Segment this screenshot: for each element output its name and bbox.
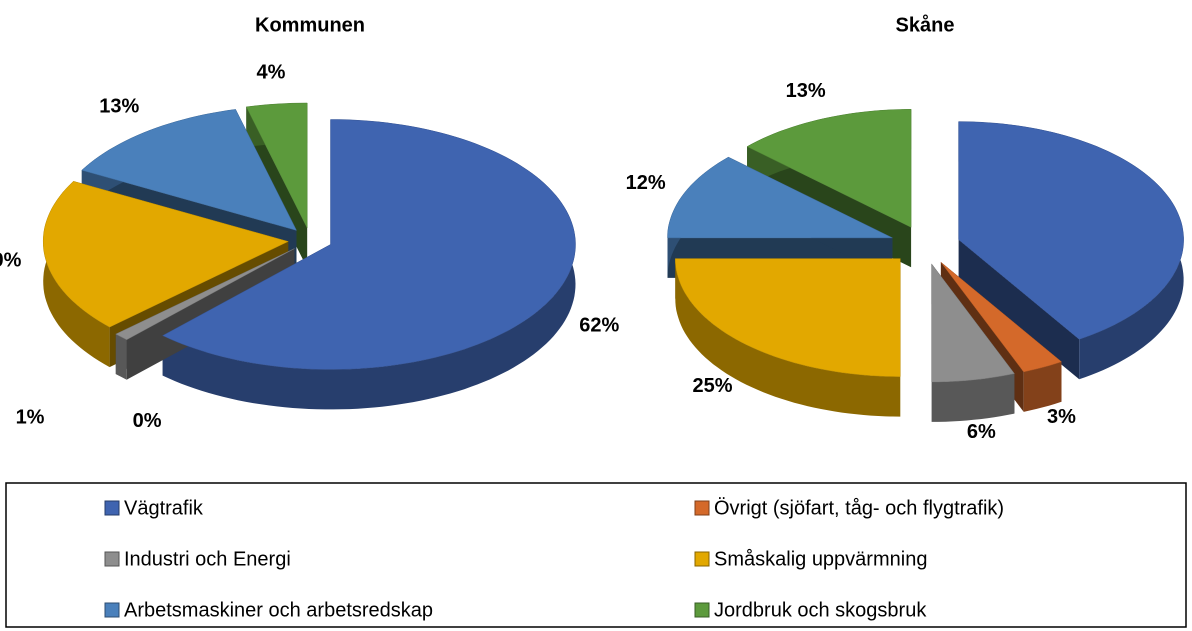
slice-side xyxy=(931,373,1015,422)
slice-side xyxy=(162,119,576,410)
slice xyxy=(675,258,901,377)
legend-label: Industri och Energi xyxy=(124,548,291,570)
slice xyxy=(115,248,295,340)
slice-tops xyxy=(667,109,1184,383)
slice xyxy=(667,156,893,239)
data-label: 62% xyxy=(579,314,619,336)
legend-swatch xyxy=(694,602,710,618)
slice-tops xyxy=(42,102,576,370)
slice xyxy=(81,109,297,231)
legend-label: Jordbruk och skogsbruk xyxy=(714,599,927,621)
slice-side xyxy=(675,258,901,417)
slice xyxy=(746,109,912,228)
data-label: 3% xyxy=(1047,406,1076,428)
slice xyxy=(162,119,576,370)
legend-swatch xyxy=(694,551,710,567)
legend-label: Småskalig uppvärmning xyxy=(714,548,927,570)
slice xyxy=(245,102,308,229)
data-label: 25% xyxy=(692,375,732,397)
data-label: 20% xyxy=(0,249,22,271)
slice xyxy=(931,263,1015,383)
data-label: 0% xyxy=(133,410,162,432)
data-label: 13% xyxy=(786,80,826,102)
slice xyxy=(42,181,289,328)
slice-side xyxy=(115,334,127,380)
legend-swatch xyxy=(694,500,710,516)
data-label: 12% xyxy=(626,172,666,194)
chart-title: Skåne xyxy=(896,13,955,36)
data-label: 6% xyxy=(967,421,996,443)
legend-swatch xyxy=(104,500,120,516)
legend-label: Vägtrafik xyxy=(124,497,204,519)
slice-wall xyxy=(958,239,1080,380)
legend-label: Arbetsmaskiner och arbetsredskap xyxy=(124,599,433,621)
slice-wall xyxy=(115,248,295,375)
legend-swatch xyxy=(104,602,120,618)
data-label: 4% xyxy=(257,61,286,83)
legend-swatch xyxy=(104,551,120,567)
slice xyxy=(940,262,1063,373)
legend-box xyxy=(5,482,1187,628)
data-label: 1% xyxy=(16,406,45,428)
slice xyxy=(958,121,1184,340)
legend-label: Övrigt (sjöfart, tåg- och flygtrafik) xyxy=(714,497,1004,519)
data-label: 13% xyxy=(99,95,139,117)
slice-side xyxy=(1023,361,1062,412)
chart-title: Kommunen xyxy=(255,14,365,36)
